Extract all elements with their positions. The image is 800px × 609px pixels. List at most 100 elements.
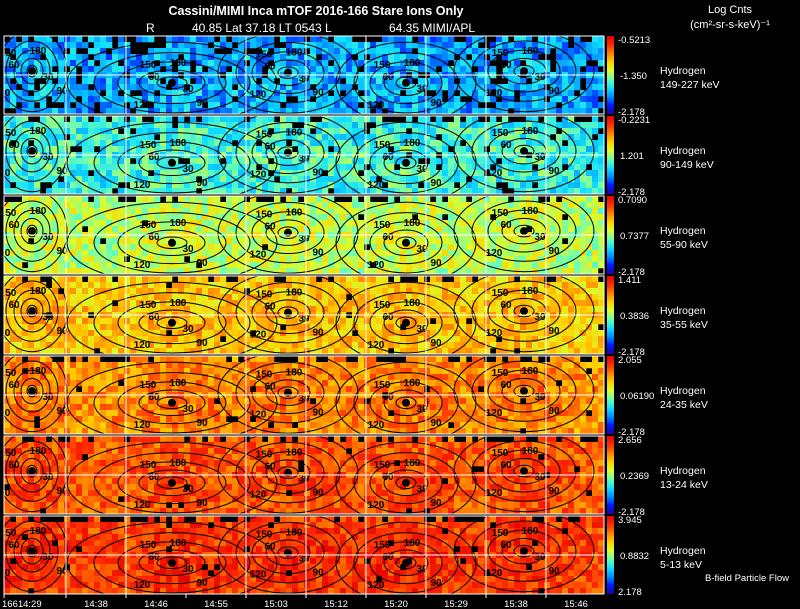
heatmap-cell [472,214,479,221]
heatmap-cell [94,116,101,123]
heatmap-cell [76,250,83,257]
heatmap-cell [28,170,35,177]
heatmap-cell [550,116,557,123]
heatmap-cell [292,158,299,165]
heatmap-cell [16,220,23,227]
heatmap-cell [526,158,533,165]
heatmap-cell [364,288,371,295]
heatmap-cell [424,288,431,295]
heatmap-cell [424,116,431,123]
heatmap-cell [136,268,143,275]
heatmap-cell [310,36,317,43]
heatmap-cell [22,182,29,189]
heatmap-cell [82,42,89,49]
heatmap-cell [406,96,413,103]
heatmap-cell [58,342,65,349]
center-dot [28,227,36,236]
center-dot [402,238,410,247]
heatmap-cell [322,220,329,227]
heatmap-cell [322,158,329,165]
heatmap-cell [190,336,197,343]
heatmap-cell [238,84,245,91]
heatmap-cell [268,324,275,331]
contour-label: 150 [256,50,273,61]
heatmap-cell [502,268,509,275]
heatmap-cell [112,102,119,109]
heatmap-cell [202,268,209,275]
heatmap-cell [298,96,305,103]
heatmap-cell [568,108,575,115]
heatmap-cell [598,140,605,147]
heatmap-cell [514,294,521,301]
contour-label: 60 [500,60,512,71]
heatmap-cell [238,196,245,203]
heatmap-cell [94,164,101,171]
heatmap-cell [388,158,395,165]
heatmap-cell [130,60,137,67]
heatmap-cell [322,244,329,251]
heatmap-cell [250,96,257,103]
heatmap-cell [442,48,449,55]
heatmap-cell [364,294,371,301]
heatmap-cell [94,250,101,257]
heatmap-cell [106,108,113,115]
heatmap-cell [10,164,17,171]
heatmap-cell [70,342,77,349]
heatmap-cell [124,318,131,325]
heatmap-cell [436,78,443,85]
heatmap-cell [508,182,515,189]
contour-lines [4,196,595,274]
heatmap-cell [472,342,479,349]
heatmap-cell [496,300,503,307]
heatmap-cell [580,54,587,61]
heatmap-cell [466,84,473,91]
heatmap-cell [190,202,197,209]
heatmap-cell [154,116,161,123]
heatmap-cell [310,48,317,55]
heatmap-cell [40,196,47,203]
heatmap-cell [256,336,263,343]
heatmap-cell [88,250,95,257]
heatmap-cell [544,214,551,221]
heatmap-cell [340,324,347,331]
heatmap-cell [340,208,347,215]
heatmap-cell [142,336,149,343]
heatmap-cell [406,36,413,43]
heatmap-cell [442,188,449,195]
heatmap-cell [238,182,245,189]
heatmap-cell [394,182,401,189]
heatmap-cell [406,188,413,195]
heatmap-cell [592,196,599,203]
heatmap-cell [490,66,497,73]
heatmap-cell [436,182,443,189]
heatmap-cell [424,318,431,325]
heatmap-cell [316,84,323,91]
heatmap-cell [40,170,47,177]
heatmap-cell [112,164,119,171]
heatmap-cell [178,256,185,263]
heatmap-cell [166,176,173,183]
heatmap-cell [292,102,299,109]
heatmap-cell [388,140,395,147]
heatmap-cell [202,128,209,135]
heatmap-cell [130,78,137,85]
heatmap-cell [118,348,125,355]
heatmap-cell [22,336,29,343]
heatmap-cell [274,182,281,189]
heatmap-cell [514,196,521,203]
heatmap-cell [544,318,551,325]
heatmap-cell [574,188,581,195]
heatmap-cell [376,220,383,227]
heatmap-cell [580,102,587,109]
heatmap-cell [340,108,347,115]
heatmap-cell [532,336,539,343]
heatmap-cell [346,122,353,129]
heatmap-cell [568,250,575,257]
heatmap-cell [208,294,215,301]
heatmap-cell [394,90,401,97]
heatmap-cell [580,238,587,245]
heatmap-cell [28,176,35,183]
heatmap-cell [292,108,299,115]
heatmap-cell [250,176,257,183]
heatmap-cell [178,78,185,85]
